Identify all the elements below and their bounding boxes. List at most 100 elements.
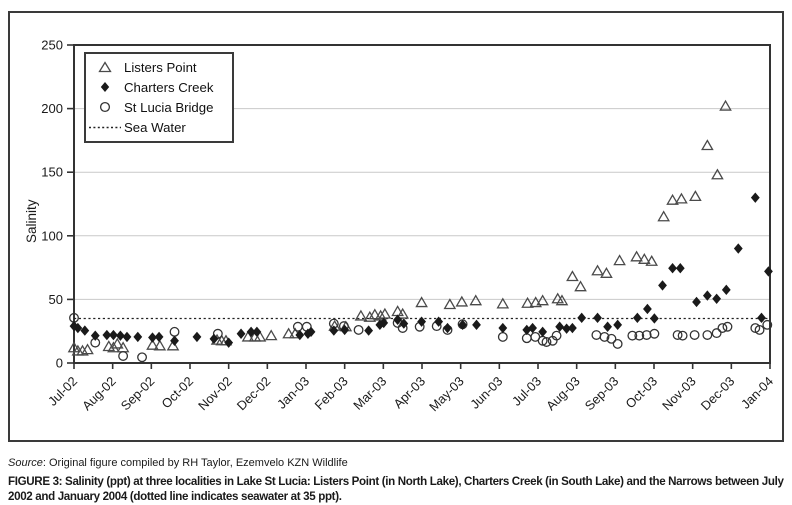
data-point-listers-point xyxy=(396,307,409,319)
x-tick-label: Dec-03 xyxy=(698,374,738,414)
data-point-charters-creek xyxy=(154,331,164,343)
data-point-listers-point xyxy=(555,294,569,306)
data-point-listers-point xyxy=(469,294,483,306)
data-point-charters-creek xyxy=(417,316,427,327)
data-point-listers-point xyxy=(701,139,714,151)
chart-legend: Listers Point Charters Creek St Lucia Br… xyxy=(84,52,234,143)
data-point-listers-point xyxy=(153,339,167,351)
data-point-st-lucia-bridge xyxy=(606,333,617,344)
data-point-st-lucia-bridge xyxy=(118,351,129,361)
x-tick-label: Jun-03 xyxy=(467,374,505,412)
data-point-st-lucia-bridge xyxy=(677,330,688,341)
data-point-charters-creek xyxy=(246,326,256,338)
data-point-charters-creek xyxy=(102,329,112,341)
data-point-charters-creek xyxy=(764,266,773,277)
data-point-listers-point xyxy=(76,344,89,356)
data-point-st-lucia-bridge xyxy=(702,330,713,340)
source-text: : Original figure compiled by RH Taylor,… xyxy=(42,457,348,469)
data-point-listers-point xyxy=(600,267,613,278)
data-point-listers-point xyxy=(415,296,428,308)
data-point-listers-point xyxy=(645,254,659,266)
data-point-charters-creek xyxy=(80,325,90,336)
filled-diamond-marker-icon xyxy=(86,80,124,94)
data-point-listers-point xyxy=(521,296,534,308)
x-tick-label: Jul-03 xyxy=(509,374,544,409)
dotted-line-icon xyxy=(86,120,124,134)
x-tick-label: Apr-03 xyxy=(390,374,428,412)
data-point-st-lucia-bridge xyxy=(521,333,532,344)
data-point-charters-creek xyxy=(295,329,305,341)
data-point-charters-creek xyxy=(721,284,731,296)
data-point-listers-point xyxy=(566,270,579,282)
x-tick-label: Oct-02 xyxy=(158,374,196,412)
data-point-st-lucia-bridge xyxy=(599,331,610,342)
data-point-st-lucia-bridge xyxy=(672,330,683,340)
x-tick-label: Dec-02 xyxy=(234,374,274,414)
y-tick-label: 250 xyxy=(41,38,63,53)
data-point-charters-creek xyxy=(252,326,262,338)
data-point-charters-creek xyxy=(73,322,83,334)
data-point-charters-creek xyxy=(593,312,602,324)
data-point-st-lucia-bridge xyxy=(353,324,364,335)
x-tick-label: Oct-03 xyxy=(622,374,660,412)
data-point-listers-point xyxy=(354,309,368,321)
y-tick-label: 200 xyxy=(41,101,63,116)
data-point-listers-point xyxy=(102,340,116,352)
data-point-st-lucia-bridge xyxy=(212,328,223,339)
data-point-listers-point xyxy=(496,297,510,309)
data-point-listers-point xyxy=(666,193,679,205)
data-point-listers-point xyxy=(368,308,382,320)
data-point-charters-creek xyxy=(329,325,339,336)
legend-label: Charters Creek xyxy=(124,79,214,95)
data-point-charters-creek xyxy=(668,263,677,274)
data-point-charters-creek xyxy=(133,331,143,343)
data-point-charters-creek xyxy=(643,303,652,315)
data-point-listers-point xyxy=(443,298,457,310)
data-point-charters-creek xyxy=(116,330,125,341)
data-point-listers-point xyxy=(374,309,387,321)
data-point-listers-point xyxy=(574,280,587,292)
y-tick-label: 0 xyxy=(56,356,63,371)
source-label: Source xyxy=(8,457,43,469)
data-point-st-lucia-bridge xyxy=(292,321,303,332)
data-point-listers-point xyxy=(455,295,469,307)
data-point-charters-creek xyxy=(209,333,219,345)
data-point-charters-creek xyxy=(498,322,508,334)
data-point-st-lucia-bridge xyxy=(641,330,652,340)
data-point-charters-creek xyxy=(472,319,481,331)
data-point-charters-creek xyxy=(692,296,701,308)
data-point-st-lucia-bridge xyxy=(717,323,728,333)
source-attribution: Source: Original figure compiled by RH T… xyxy=(8,457,348,469)
data-point-charters-creek xyxy=(458,319,467,331)
data-point-st-lucia-bridge xyxy=(137,352,148,363)
data-point-charters-creek xyxy=(675,263,685,274)
data-point-listers-point xyxy=(378,307,392,319)
data-point-listers-point xyxy=(116,341,130,353)
data-point-charters-creek xyxy=(632,312,642,324)
data-point-listers-point xyxy=(551,292,565,304)
data-point-charters-creek xyxy=(340,324,350,336)
caption-number: FIGURE 3: xyxy=(8,474,63,488)
data-point-listers-point xyxy=(689,190,702,202)
data-point-listers-point xyxy=(107,341,120,353)
x-tick-label: Nov-03 xyxy=(659,374,699,414)
x-tick-label: Aug-03 xyxy=(543,374,583,414)
data-point-charters-creek xyxy=(568,322,577,334)
data-point-charters-creek xyxy=(306,326,316,338)
data-point-charters-creek xyxy=(603,321,612,332)
legend-item-listers-point: Listers Point xyxy=(86,57,232,77)
y-tick-label: 150 xyxy=(41,165,63,180)
x-tick-label: May-03 xyxy=(426,374,467,415)
data-point-charters-creek xyxy=(702,290,712,301)
data-point-st-lucia-bridge xyxy=(551,330,562,341)
data-point-charters-creek xyxy=(750,192,760,203)
data-point-charters-creek xyxy=(236,328,246,339)
x-tick-label: Jan-03 xyxy=(274,374,312,412)
data-point-st-lucia-bridge xyxy=(612,338,623,349)
legend-label: Sea Water xyxy=(124,119,186,135)
data-point-st-lucia-bridge xyxy=(754,324,765,335)
legend-label: St Lucia Bridge xyxy=(124,99,214,115)
data-point-charters-creek xyxy=(375,319,385,331)
legend-label: Listers Point xyxy=(124,59,197,75)
